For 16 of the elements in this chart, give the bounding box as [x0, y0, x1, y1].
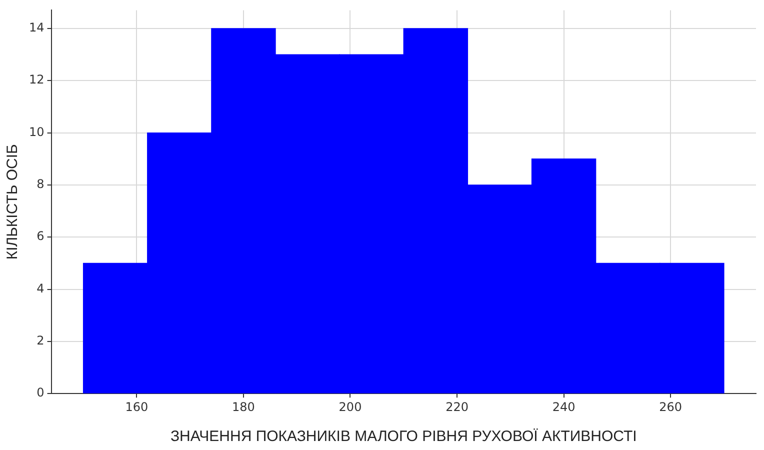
x-tick-label: 260	[659, 400, 682, 414]
x-tick-label: 160	[125, 400, 148, 414]
y-tick-label: 8	[36, 177, 44, 192]
y-tick-label: 0	[36, 386, 44, 400]
x-axis-title: ЗНАЧЕННЯ ПОКАЗНИКІВ МАЛОГО РІВНЯ РУХОВОЇ АКТИВНОСТІ	[170, 428, 637, 446]
y-axis-title: КІЛЬКІСТЬ ОСІБ	[4, 144, 22, 260]
y-tick-label: 4	[36, 281, 44, 296]
y-tick-label: 10	[28, 124, 44, 139]
x-tick-label: 240	[552, 400, 576, 414]
x-tick-label: 180	[232, 400, 255, 414]
y-tick-label: 6	[36, 229, 44, 244]
x-tick-label: 220	[446, 400, 468, 414]
x-tick-label: 200	[338, 400, 362, 414]
y-tick-label: 2	[36, 334, 44, 348]
y-tick-label: 14	[28, 20, 44, 35]
y-tick-label: 12	[28, 72, 44, 87]
